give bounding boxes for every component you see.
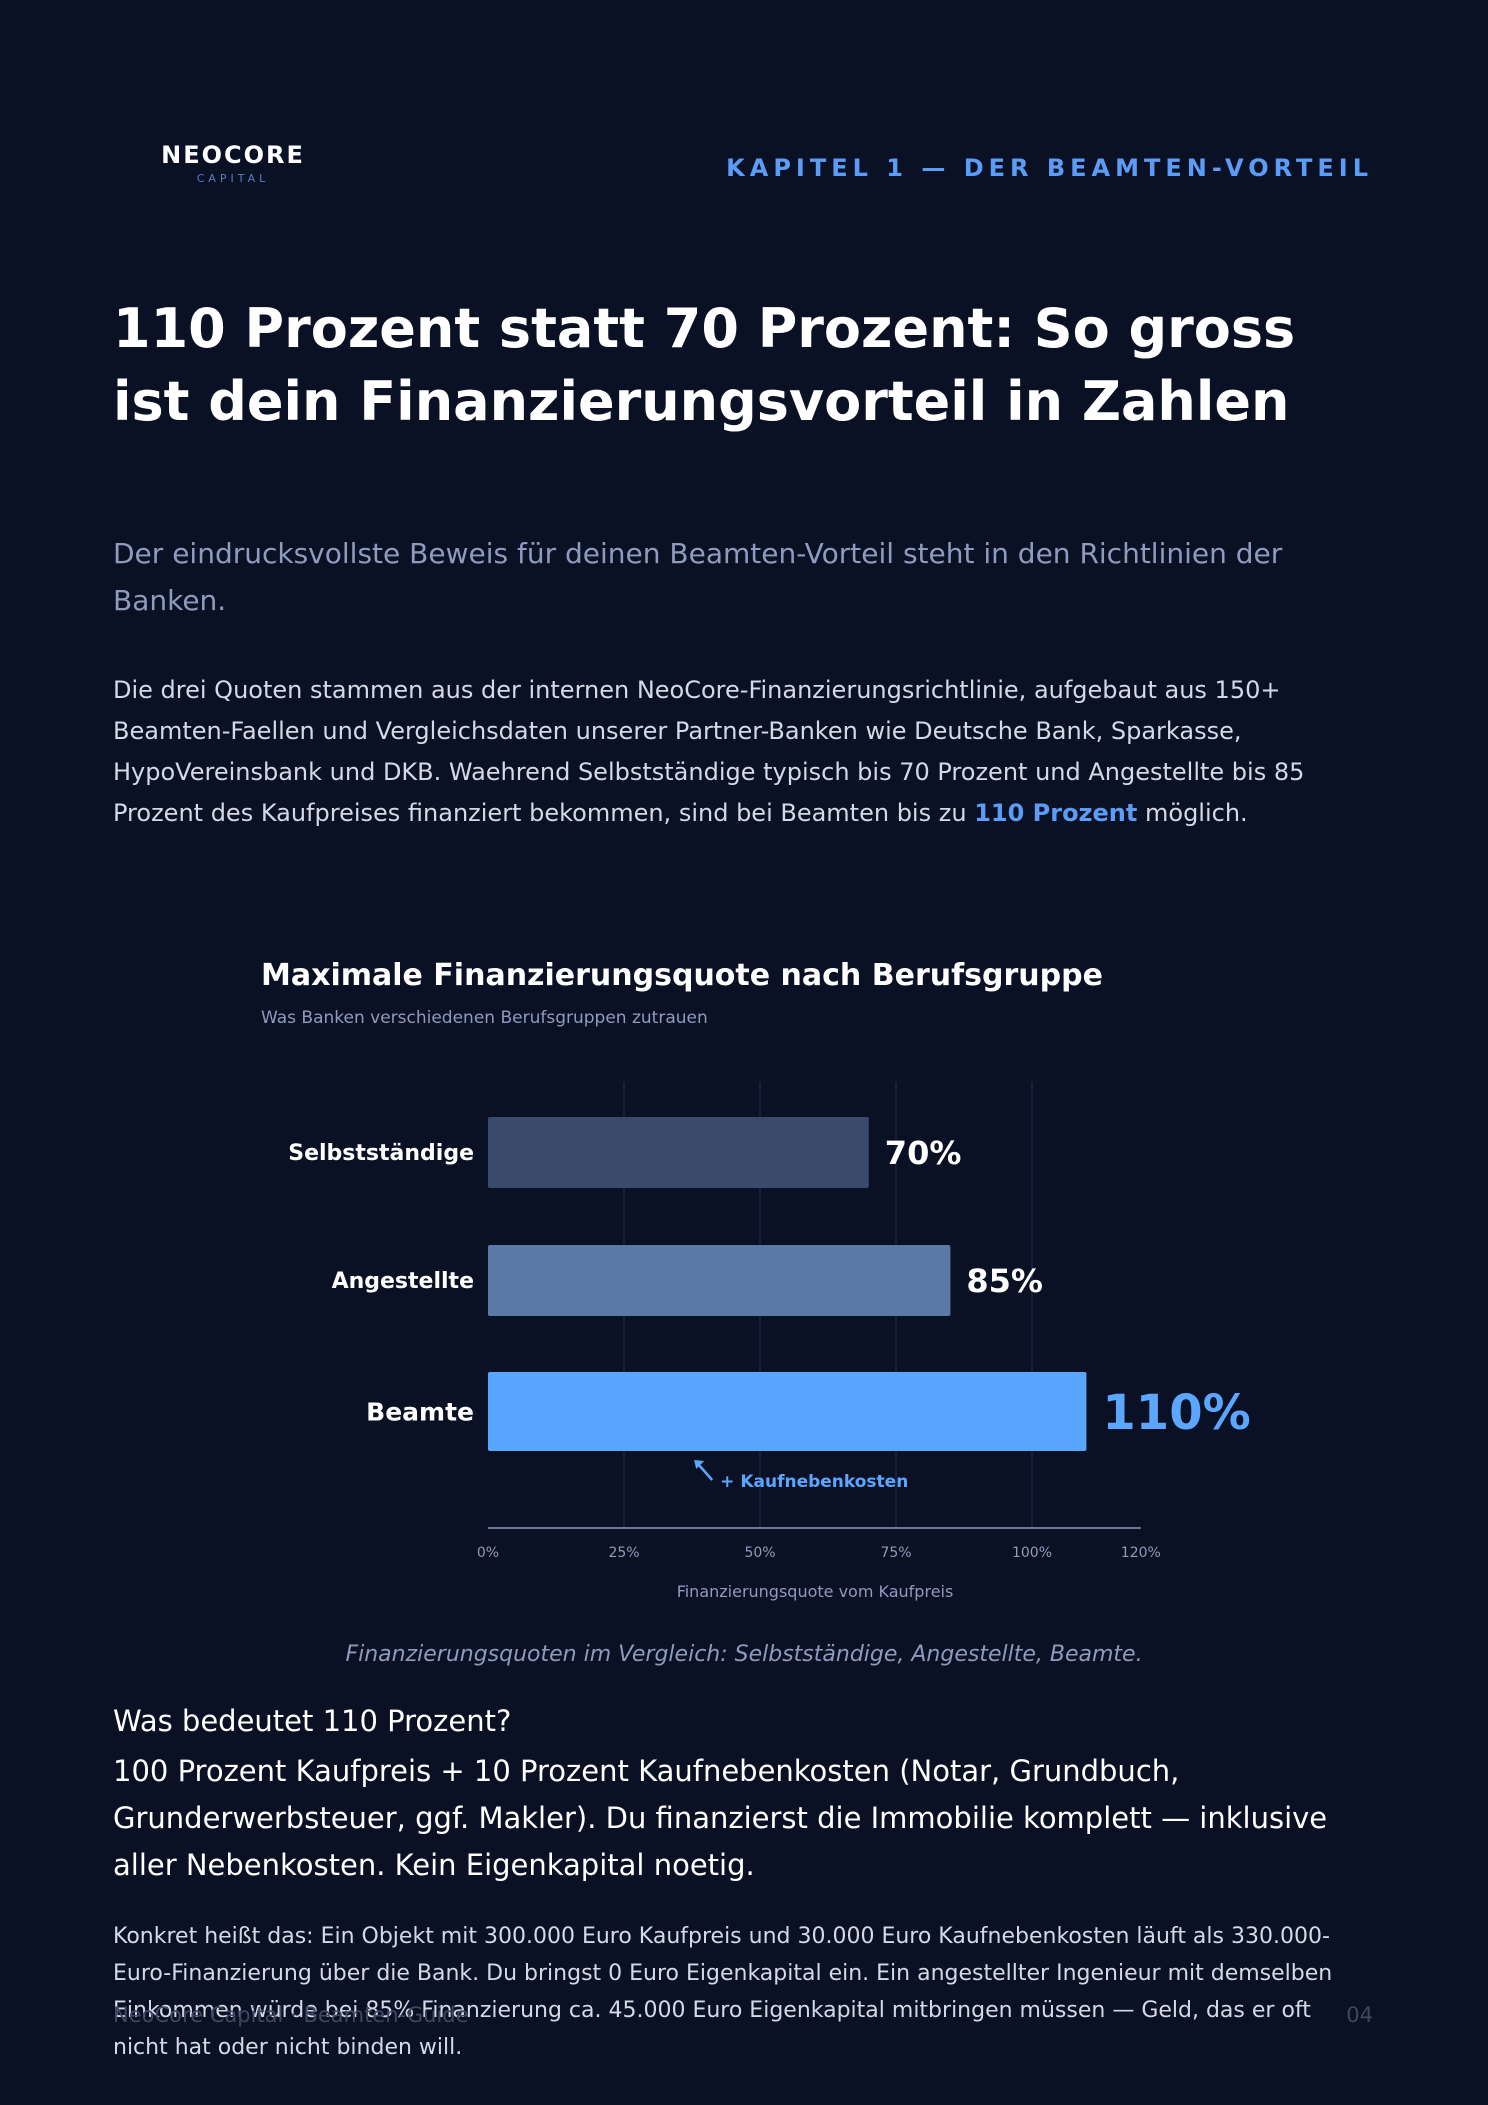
x-tick-label: 50% — [744, 1545, 775, 1561]
chart-title: Maximale Finanzierungsquote nach Berufsg… — [261, 958, 1103, 993]
x-tick-label: 100% — [1012, 1545, 1052, 1561]
chart-subtitle: Was Banken verschiedenen Berufsgruppen z… — [261, 1008, 708, 1028]
annotation-arrow — [696, 1462, 714, 1481]
category-label: Angestellte — [332, 1269, 474, 1294]
chapter-label: KAPITEL 1 — DER BEAMTEN-VORTEIL — [726, 154, 1373, 182]
category-label: Beamte — [366, 1397, 474, 1426]
value-label: 85% — [966, 1262, 1043, 1300]
logo-name: NEOCORE — [161, 141, 305, 169]
logo-subtitle: CAPITAL — [196, 172, 270, 185]
annotation-arrowhead — [694, 1460, 705, 1469]
intro-text: Die drei Quoten stammen aus der internen… — [113, 676, 1305, 827]
intro-highlight: 110 Prozent — [974, 799, 1138, 827]
category-label: Selbstständige — [288, 1141, 474, 1166]
footer-left: NeoCore Capital · Beamten-Guide — [113, 2003, 469, 2027]
bar-chart: Selbstständige 70% Angestellte 85% Beamte 110… — [288, 1082, 1251, 1601]
x-tick-label: 0% — [477, 1545, 499, 1561]
x-tick-label: 75% — [880, 1545, 911, 1561]
value-label: 110% — [1102, 1385, 1250, 1441]
example-paragraph: Konkret heißt das: Ein Objekt mit 300.00… — [113, 1924, 1333, 2060]
x-axis-label: Finanzierungsquote vom Kaufpreis — [677, 1582, 954, 1601]
logo: NEOCORE CAPITAL — [157, 141, 309, 185]
page-number: 04 — [1346, 2003, 1373, 2027]
intro-tail: möglich. — [1145, 799, 1248, 827]
value-label: 70% — [885, 1134, 962, 1172]
bar-selbstständige — [488, 1117, 869, 1188]
bar-beamte — [488, 1372, 1087, 1451]
page-subtitle: Der eindrucksvollste Beweis für deinen B… — [113, 537, 1283, 617]
x-tick-label: 25% — [608, 1545, 639, 1561]
bar-angestellte — [488, 1245, 951, 1316]
page-title: 110 Prozent statt 70 Prozent: So gross i… — [113, 297, 1296, 433]
x-tick-label: 120% — [1121, 1545, 1161, 1561]
annotation-label: + Kaufnebenkosten — [720, 1472, 908, 1492]
intro-paragraph: Die drei Quoten stammen aus der internen… — [113, 670, 1373, 834]
chart-caption: Finanzierungsquoten im Vergleich: Selbst… — [345, 1642, 1143, 1667]
question-body: 100 Prozent Kaufpreis + 10 Prozent Kaufn… — [113, 1754, 1328, 1882]
question-heading: Was bedeutet 110 Prozent? — [113, 1704, 512, 1738]
